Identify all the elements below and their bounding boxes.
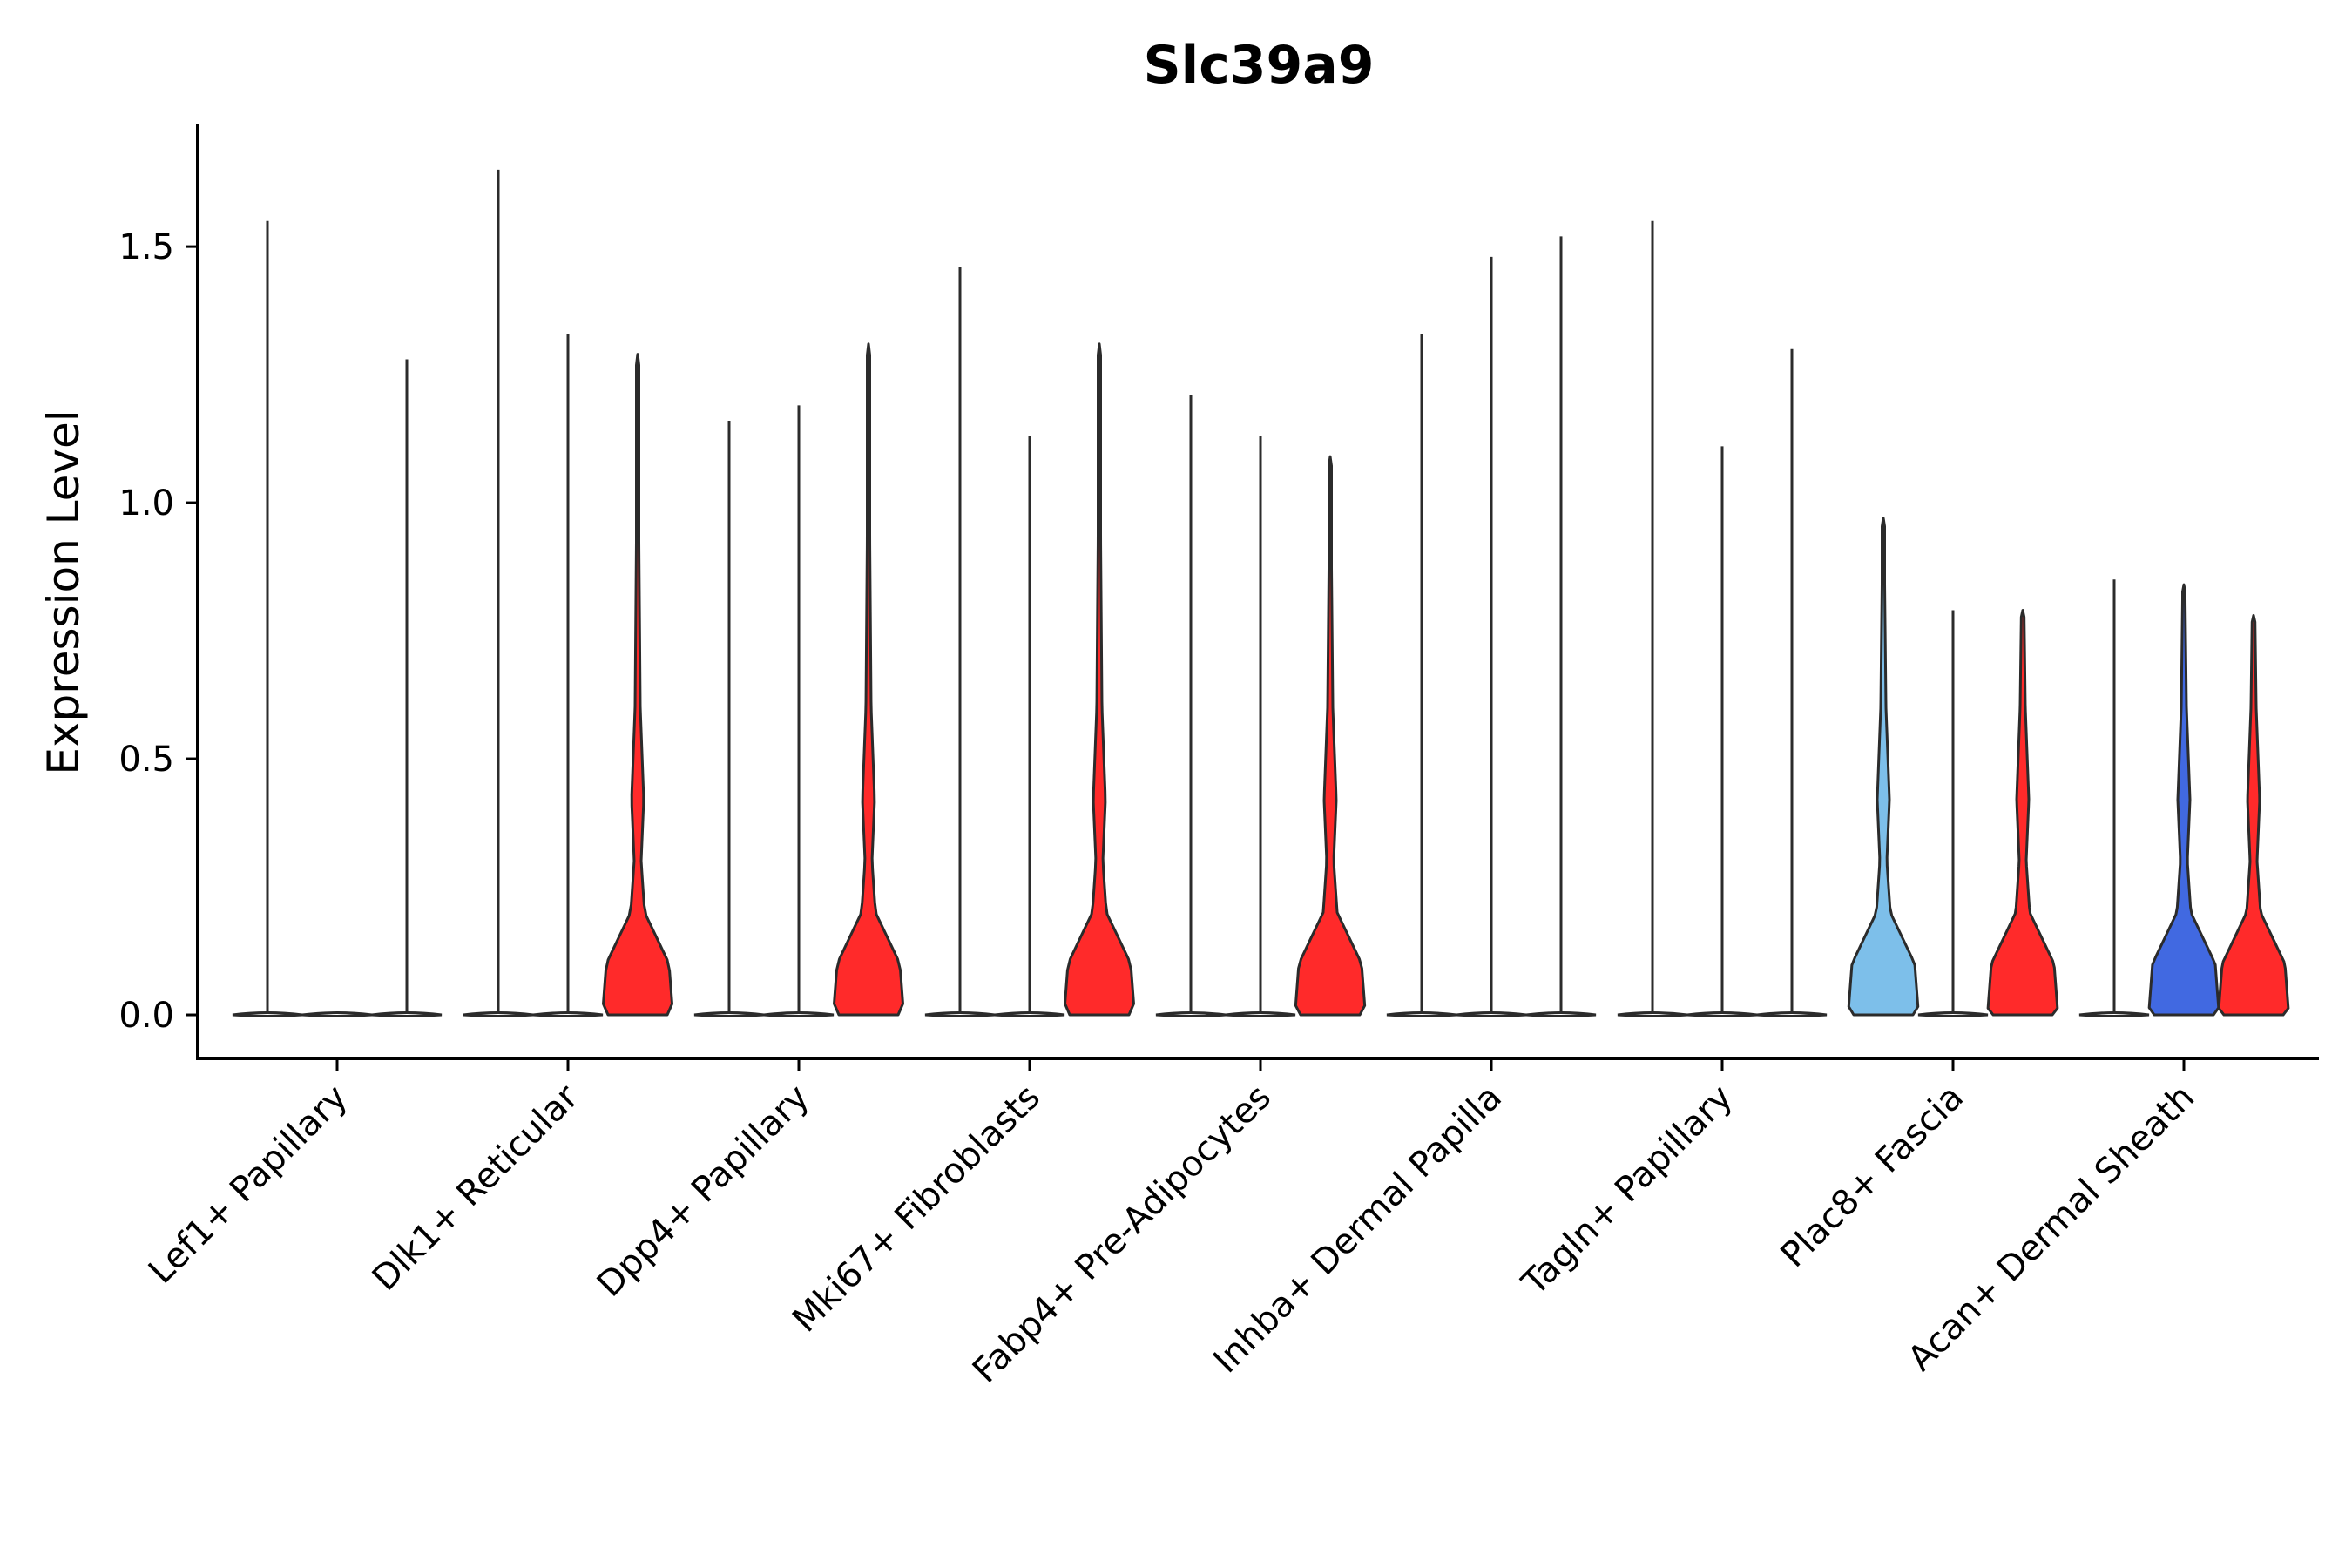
violin-body xyxy=(1917,1011,1989,1018)
y-tick-label: 0.0 xyxy=(118,996,174,1036)
violin-body xyxy=(1225,1011,1296,1018)
y-tick-label: 1.5 xyxy=(118,227,174,267)
chart-title: Slc39a9 xyxy=(1143,35,1374,96)
violin-body xyxy=(994,1011,1065,1018)
violin-body xyxy=(1986,609,2059,1017)
x-ticks: Lef1+ Papillary Dlk1+ Reticular Dpp4+ Papi… xyxy=(141,1058,2202,1391)
violin-body xyxy=(2078,1011,2150,1018)
violins-layer xyxy=(232,169,2290,1018)
violin-body xyxy=(463,1011,534,1018)
x-tick-label: Mki67+ Fibroblasts xyxy=(785,1078,1048,1341)
x-tick-label: Lef1+ Papillary xyxy=(141,1078,355,1292)
x-tick-label: Plac8+ Fascia xyxy=(1774,1078,1972,1276)
violin-body xyxy=(1064,342,1135,1017)
violin-body xyxy=(1386,1011,1457,1018)
y-ticks: 0.0 0.5 1.0 1.5 xyxy=(118,227,198,1036)
violin-body xyxy=(1294,455,1367,1017)
violin-body xyxy=(1617,1011,1688,1018)
y-tick-label: 1.0 xyxy=(118,483,174,524)
x-tick-label: Dlk1+ Reticular xyxy=(365,1077,587,1299)
x-tick-label: Dpp4+ Papillary xyxy=(590,1078,817,1305)
violin-body xyxy=(1847,517,1920,1017)
violin-body xyxy=(693,1011,765,1018)
violin-body xyxy=(1155,1011,1227,1018)
violin-body xyxy=(1756,1011,1828,1018)
violin-body xyxy=(1525,1011,1597,1018)
violin-body xyxy=(924,1011,996,1018)
violin-body xyxy=(1456,1011,1527,1018)
violin-body xyxy=(763,1011,835,1018)
y-tick-label: 0.5 xyxy=(118,740,174,780)
x-tick-label: Tagln+ Papillary xyxy=(1514,1078,1740,1304)
violin-body xyxy=(2147,583,2220,1017)
violin-body xyxy=(1686,1011,1758,1018)
violin-body xyxy=(532,1011,604,1018)
violin-body xyxy=(371,1011,443,1018)
violin-body xyxy=(232,1011,303,1018)
violin-body xyxy=(833,342,904,1017)
violin-body xyxy=(602,353,673,1017)
y-axis-label: Expression Level xyxy=(38,409,89,774)
violin-body xyxy=(2217,613,2290,1017)
violin-body xyxy=(301,1011,373,1018)
